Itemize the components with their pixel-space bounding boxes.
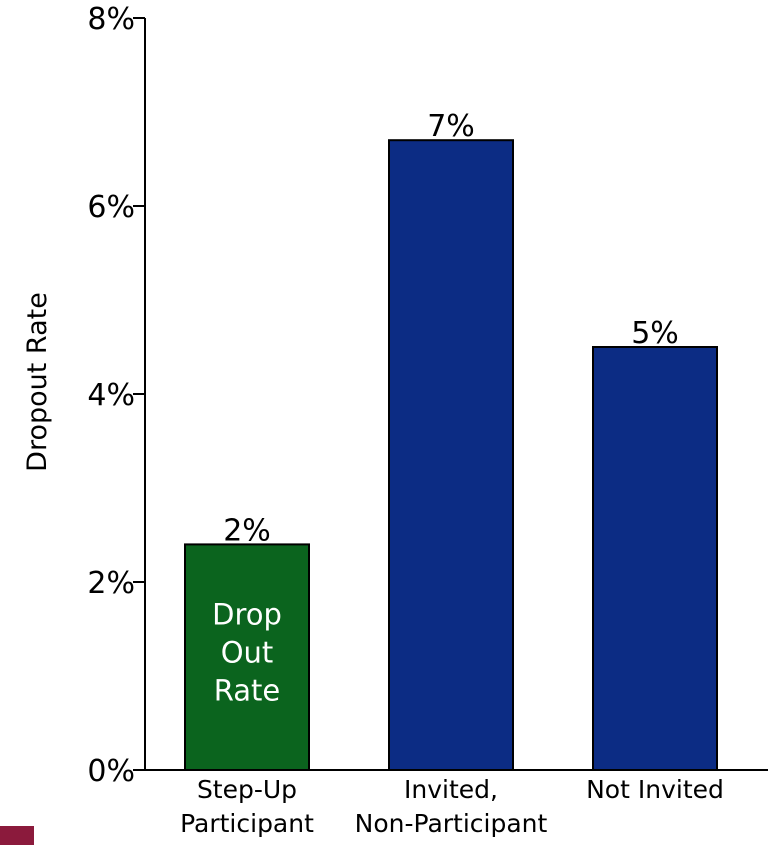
y-tick-label: 4% — [87, 378, 135, 413]
bar-2 — [388, 139, 514, 771]
x-tick-label: Participant — [180, 809, 314, 838]
y-tick-label: 6% — [87, 190, 135, 225]
x-tick-label: Invited, — [404, 775, 498, 804]
data-label-3: 5% — [631, 316, 679, 351]
x-tick-label: Non-Participant — [355, 809, 548, 838]
bar-1 — [184, 543, 310, 772]
y-tick-label: 8% — [87, 2, 135, 37]
y-tick-label: 2% — [87, 566, 135, 601]
bar-annotation-line: Out — [221, 635, 274, 669]
bar-3 — [592, 346, 718, 771]
axes-group: Step-Up Participant Invited, Non-Participan… — [87, 2, 768, 838]
brand-corner-mark — [0, 826, 34, 845]
data-label-2: 7% — [427, 109, 475, 144]
y-axis-title: Dropout Rate — [22, 292, 53, 472]
x-tick-label: Step-Up — [197, 775, 297, 804]
bars-group: 2% Drop Out Rate 7% 5% — [184, 109, 718, 772]
x-tick-label: Not Invited — [586, 775, 724, 804]
data-label-1: 2% — [223, 513, 271, 548]
bar-annotation-line: Drop — [212, 597, 282, 631]
bar-annotation-line: Rate — [214, 673, 281, 707]
y-tick-label: 0% — [87, 754, 135, 789]
